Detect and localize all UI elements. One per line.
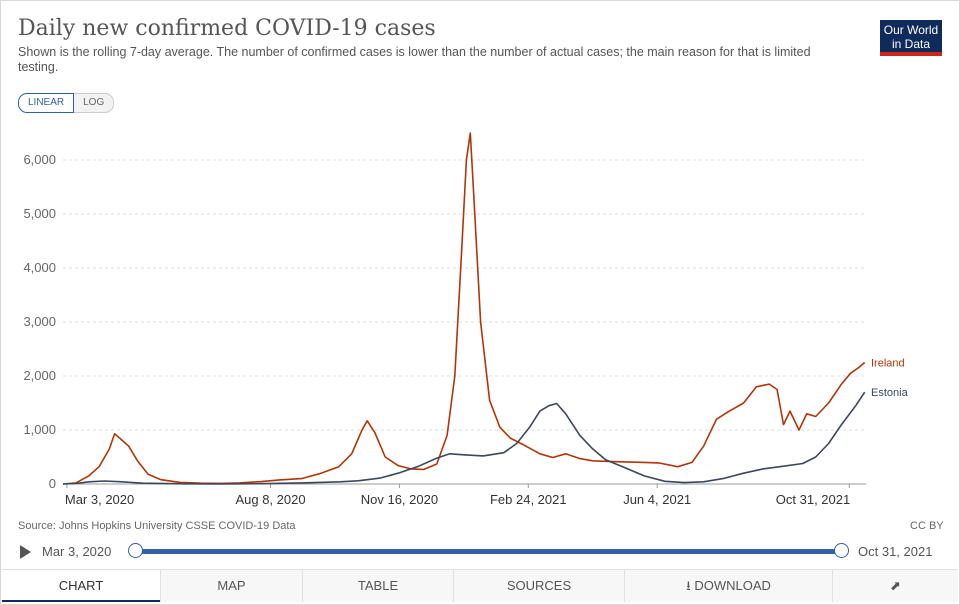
series-label-ireland: Ireland xyxy=(871,358,905,370)
series-line-estonia xyxy=(62,391,866,485)
chart-subtitle: Shown is the rolling 7-day average. The … xyxy=(18,45,811,74)
y-tick-label: 1,000 xyxy=(23,422,56,437)
tab-bar: CHART MAP TABLE SOURCES ⭳ DOWNLOAD ⬈ xyxy=(2,569,958,603)
y-tick-label: 3,000 xyxy=(23,314,56,329)
log-scale-button[interactable]: LOG xyxy=(74,93,115,113)
tab-chart[interactable]: CHART xyxy=(2,570,160,602)
line-chart: 0 1,000 2,000 3,000 4,000 5,000 6,000 Mar 3, 20… xyxy=(23,132,909,507)
x-tick-label: Feb 24, 2021 xyxy=(490,492,567,507)
series-label-estonia: Estonia xyxy=(871,387,909,399)
timeline-end-label: Oct 31, 2021 xyxy=(858,544,933,559)
license-note[interactable]: CC BY xyxy=(910,520,944,532)
y-tick-label: 4,000 xyxy=(23,260,56,275)
timeline: Mar 3, 2020 Oct 31, 2021 xyxy=(18,540,942,564)
download-label: DOWNLOAD xyxy=(694,578,771,593)
timeline-start-handle[interactable] xyxy=(128,543,143,558)
y-tick-label: 6,000 xyxy=(23,152,56,167)
x-tick-label: Jun 4, 2021 xyxy=(623,492,691,507)
y-tick-label: 2,000 xyxy=(23,368,56,383)
tab-download[interactable]: ⭳ DOWNLOAD xyxy=(624,570,832,602)
source-note[interactable]: Source: Johns Hopkins University CSSE CO… xyxy=(18,520,296,532)
timeline-track[interactable] xyxy=(136,549,842,554)
x-tick-label: Oct 31, 2021 xyxy=(776,492,850,507)
owid-logo[interactable]: Our World in Data xyxy=(880,20,942,56)
share-button[interactable]: ⬈ xyxy=(832,570,958,602)
timeline-start-label: Mar 3, 2020 xyxy=(42,544,112,559)
chart-title: Daily new confirmed COVID-19 cases xyxy=(18,16,436,41)
scale-toggle: LINEAR LOG xyxy=(18,93,115,113)
linear-scale-button[interactable]: LINEAR xyxy=(18,93,75,113)
x-tick-label: Mar 3, 2020 xyxy=(65,492,134,507)
x-tick-label: Aug 8, 2020 xyxy=(235,492,305,507)
logo-line-1: Our World xyxy=(883,23,939,37)
y-tick-label: 5,000 xyxy=(23,206,56,221)
logo-line-2: in Data xyxy=(891,37,931,51)
timeline-end-handle[interactable] xyxy=(834,543,849,558)
series-line-ireland xyxy=(62,132,866,485)
download-icon: ⭳ xyxy=(686,578,691,593)
play-icon[interactable] xyxy=(20,545,31,559)
tab-table[interactable]: TABLE xyxy=(302,570,453,602)
share-icon: ⬈ xyxy=(890,578,901,593)
y-tick-label: 0 xyxy=(49,476,56,491)
tab-sources[interactable]: SOURCES xyxy=(453,570,624,602)
tab-map[interactable]: MAP xyxy=(160,570,302,602)
x-tick-label: Nov 16, 2020 xyxy=(361,492,438,507)
